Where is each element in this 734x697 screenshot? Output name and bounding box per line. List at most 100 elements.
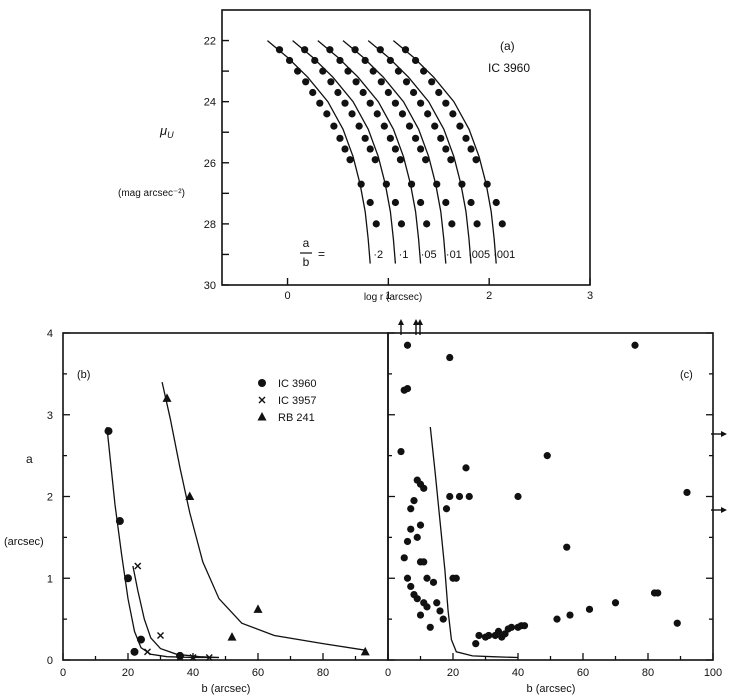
y-tick-label: 26 (204, 158, 216, 170)
offscale-arrow-up (417, 319, 423, 335)
data-point (507, 623, 516, 631)
data-point (386, 134, 394, 142)
data-point (483, 180, 491, 188)
data-point (336, 134, 344, 142)
data-point (442, 505, 451, 513)
data-point (520, 622, 529, 630)
data-point (407, 525, 415, 533)
data-point-rb241 (162, 393, 172, 402)
ratio-label-b: b (303, 255, 310, 269)
data-point (396, 156, 405, 164)
series-label: ·01 (446, 249, 462, 261)
data-point (563, 543, 571, 551)
series-label: ·2 (373, 249, 383, 261)
data-point (428, 78, 436, 86)
data-point (439, 615, 447, 623)
data-point (446, 353, 454, 362)
data-point (359, 88, 367, 97)
data-point (416, 611, 425, 619)
data-point (355, 122, 363, 130)
data-point (319, 67, 327, 75)
x-tick-label: 20 (122, 667, 134, 679)
data-point (446, 492, 454, 501)
data-point (398, 110, 407, 118)
data-point (455, 492, 464, 501)
x-tick-label: 2 (486, 290, 492, 302)
data-point (462, 134, 470, 142)
x-tick-label: 40 (512, 667, 524, 679)
data-point-ic3960 (130, 647, 139, 656)
x-tick-label: 0 (284, 290, 290, 302)
data-point (384, 88, 392, 97)
y-tick-label: 2 (47, 492, 53, 504)
panel-c-label: (c) (680, 369, 693, 381)
series-label: ·05 (421, 249, 437, 261)
data-point-ic3960 (137, 635, 145, 644)
data-point (341, 99, 349, 107)
panel-a-frame (221, 9, 591, 286)
data-point (361, 56, 369, 65)
panel-a-ylabel-units: (mag arcsec⁻²) (118, 188, 185, 199)
data-point (417, 198, 425, 207)
data-point (417, 99, 425, 107)
fit-curve (106, 426, 219, 659)
data-point (417, 145, 425, 153)
data-point (285, 56, 294, 65)
data-point (426, 623, 434, 631)
data-point (357, 180, 365, 188)
data-point (458, 180, 466, 188)
data-point (553, 615, 561, 623)
data-point-ic3960 (115, 517, 124, 526)
panel-a-xlabel: log r (arcsec) (364, 292, 422, 303)
panel-b-legend: IC 3960 IC 3957 RB 241 (257, 378, 317, 424)
data-point (407, 505, 415, 513)
data-point-ic3957 (144, 648, 151, 656)
data-point (437, 134, 445, 142)
panel-c-xlabel: b (arcsec) (527, 683, 576, 695)
data-point (429, 578, 438, 586)
panel-b-ylabel: a (26, 452, 33, 466)
model-curve (367, 40, 472, 264)
y-tick-label: 24 (204, 97, 216, 109)
data-point (302, 78, 310, 86)
panel-c-points (397, 341, 691, 648)
data-point (330, 122, 338, 130)
data-point (442, 145, 450, 153)
data-point (400, 554, 408, 562)
legend-entry: IC 3960 (278, 378, 317, 390)
panel-b-xlabel: b (arcsec) (202, 683, 251, 695)
data-point (380, 122, 388, 130)
y-tick-label: 3 (47, 410, 53, 422)
x-tick-label: 1 (385, 290, 391, 302)
data-point (448, 220, 456, 228)
x-tick-label: 0 (60, 667, 66, 679)
data-point (323, 110, 331, 118)
data-point (327, 78, 335, 86)
model-curve (342, 40, 447, 264)
data-point (420, 484, 428, 492)
data-point-rb241 (227, 632, 237, 641)
data-point (344, 67, 352, 75)
model-curve (392, 40, 497, 264)
data-point (465, 492, 473, 501)
data-point (456, 122, 464, 130)
data-point (431, 122, 439, 130)
model-curve (266, 40, 371, 264)
data-point (543, 452, 551, 460)
panel-b-ylabel-units: (arcsec) (4, 536, 44, 548)
data-point (377, 78, 385, 86)
x-tick-label: 60 (577, 667, 589, 679)
data-point-rb241 (185, 491, 195, 500)
data-point (449, 110, 457, 118)
data-point (411, 134, 420, 142)
x-tick-label: 3 (587, 290, 593, 302)
data-point-ic3957 (258, 396, 266, 404)
fit-curve (132, 565, 220, 659)
data-point-rb241 (257, 412, 267, 421)
data-point (391, 198, 400, 207)
data-point (467, 145, 475, 153)
data-point (403, 384, 412, 393)
data-point (376, 46, 384, 54)
data-point (373, 110, 381, 118)
